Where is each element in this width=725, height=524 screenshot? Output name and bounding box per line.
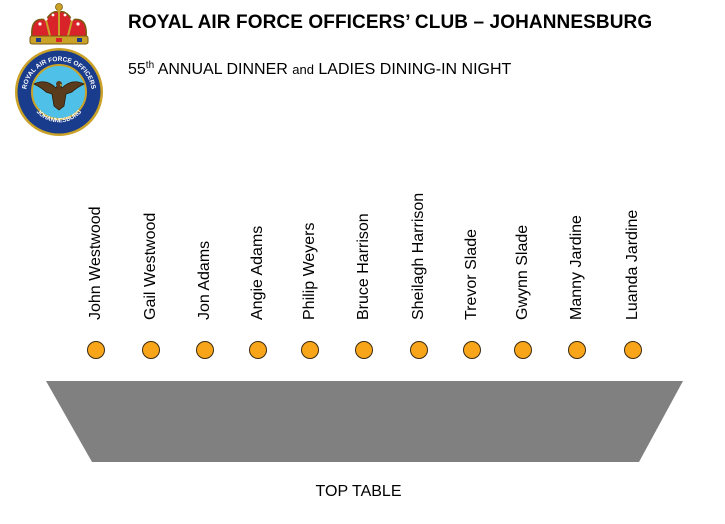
guest-name: Manny Jardine <box>568 215 585 320</box>
top-table-label-wrap: TOP TABLE <box>0 483 725 501</box>
crown-icon <box>29 3 89 45</box>
raf-officers-club-emblem: ROYAL AIR FORCE OFFICERS JOHANNESBURG <box>15 3 103 136</box>
seat-marker <box>568 341 586 359</box>
guest-name: Bruce Harrison <box>355 213 372 320</box>
seat-marker <box>142 341 160 359</box>
guest-name: Sheilagh Harrison <box>410 192 427 320</box>
seat-marker <box>624 341 642 359</box>
seat-marker <box>410 341 428 359</box>
event-number-suffix: th <box>145 60 155 71</box>
event-subtitle-and: and <box>292 62 314 77</box>
top-table-label: TOP TABLE <box>315 483 402 500</box>
guest-name: Angie Adams <box>249 225 266 320</box>
guest-name: Trevor Slade <box>463 229 480 320</box>
seat-marker <box>463 341 481 359</box>
seat-marker <box>301 341 319 359</box>
page-title: ROYAL AIR FORCE OFFICERS’ CLUB – JOHANNE… <box>128 12 653 33</box>
event-number: 55 <box>128 61 146 78</box>
event-subtitle: 55th ANNUAL DINNER and LADIES DINING-IN … <box>128 60 511 79</box>
event-subtitle-part1: ANNUAL DINNER <box>154 61 293 78</box>
guest-name: Philip Weyers <box>301 222 318 320</box>
guest-name: Luanda Jardine <box>624 209 641 320</box>
eagle-icon <box>33 81 85 111</box>
guest-name: Jon Adams <box>196 240 213 320</box>
event-subtitle-part2: LADIES DINING-IN NIGHT <box>313 61 512 78</box>
top-table <box>46 381 683 462</box>
seat-marker <box>87 341 105 359</box>
seat-marker <box>196 341 214 359</box>
guest-name: Gwynn Slade <box>514 224 531 320</box>
guest-name: John Westwood <box>87 206 104 320</box>
seat-marker <box>514 341 532 359</box>
seat-marker <box>249 341 267 359</box>
seat-marker <box>355 341 373 359</box>
guest-name: Gail Westwood <box>142 212 159 320</box>
